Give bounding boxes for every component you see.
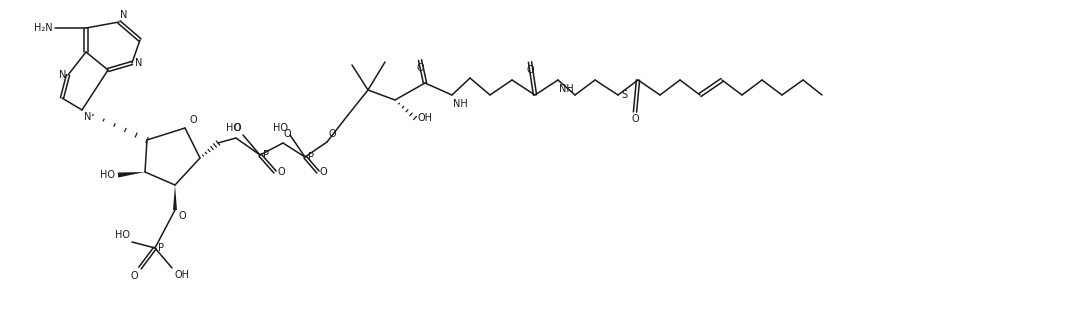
Text: HO: HO (100, 170, 115, 180)
Text: HO: HO (115, 230, 130, 240)
Text: N: N (120, 10, 127, 20)
Polygon shape (173, 185, 177, 210)
Text: HO: HO (273, 123, 288, 133)
Text: O: O (178, 211, 186, 221)
Text: O: O (284, 129, 292, 139)
Text: O: O (329, 129, 336, 139)
Text: OH: OH (174, 270, 189, 280)
Text: O: O (527, 65, 534, 75)
Polygon shape (117, 172, 145, 178)
Text: N: N (59, 70, 66, 80)
Text: S: S (621, 90, 627, 100)
Text: O: O (320, 167, 328, 177)
Text: NH: NH (559, 84, 574, 94)
Text: O: O (130, 271, 138, 281)
Text: N: N (135, 58, 142, 68)
Text: NH: NH (453, 99, 468, 109)
Text: O: O (277, 167, 285, 177)
Text: N: N (84, 112, 92, 122)
Text: O: O (417, 63, 424, 73)
Text: H₂N: H₂N (34, 23, 53, 33)
Text: O: O (233, 123, 240, 133)
Text: O: O (631, 114, 639, 124)
Text: OH: OH (418, 113, 433, 123)
Text: O: O (189, 115, 197, 125)
Text: HO: HO (226, 123, 241, 133)
Text: P: P (263, 150, 269, 160)
Text: P: P (308, 152, 314, 162)
Text: P: P (158, 243, 164, 253)
